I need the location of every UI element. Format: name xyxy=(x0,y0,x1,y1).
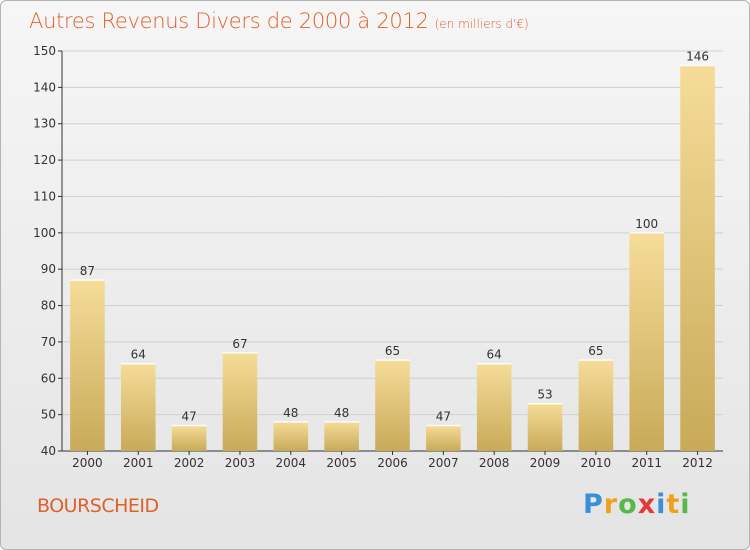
data-label: 64 xyxy=(131,348,146,362)
x-tick-label: 2004 xyxy=(276,456,307,470)
bar xyxy=(375,360,410,451)
y-tick-label: 120 xyxy=(33,153,56,167)
bar xyxy=(273,421,309,451)
y-tick-label: 80 xyxy=(41,299,56,313)
x-tick-label: 2000 xyxy=(72,456,103,470)
y-tick-label: 150 xyxy=(33,44,56,58)
logo-letter: i xyxy=(656,489,667,520)
data-label: 65 xyxy=(385,344,400,358)
x-tick-label: 2001 xyxy=(123,456,154,470)
bar xyxy=(578,360,614,451)
data-label: 146 xyxy=(686,50,709,64)
data-label: 87 xyxy=(80,264,95,278)
chart-subtitle: (en milliers d'€) xyxy=(434,17,529,31)
data-label: 64 xyxy=(487,348,502,362)
logo-letter: o xyxy=(618,489,638,520)
proxiti-logo: Proxiti xyxy=(583,489,691,520)
data-label: 47 xyxy=(436,410,451,424)
x-tick-label: 2012 xyxy=(682,456,713,470)
y-tick-label: 90 xyxy=(41,262,56,276)
y-tick-label: 70 xyxy=(41,335,56,349)
bar xyxy=(324,421,359,451)
data-label: 47 xyxy=(181,410,196,424)
y-tick-label: 110 xyxy=(33,189,56,203)
logo-letter: r xyxy=(603,489,619,520)
chart-title: Autres Revenus Divers de 2000 à 2012 (en … xyxy=(29,9,529,33)
x-tick-label: 2011 xyxy=(631,456,662,470)
logo-letter: P xyxy=(583,489,604,520)
x-tick-label: 2006 xyxy=(377,456,408,470)
y-tick-label: 60 xyxy=(41,371,56,385)
x-tick-label: 2005 xyxy=(326,456,357,470)
bar xyxy=(476,363,512,451)
data-label: 100 xyxy=(635,217,658,231)
x-tick-label: 2003 xyxy=(225,456,256,470)
bar xyxy=(680,65,715,451)
bar xyxy=(70,280,105,451)
data-label: 48 xyxy=(283,406,298,420)
y-tick-label: 140 xyxy=(33,80,56,94)
x-tick-label: 2008 xyxy=(479,456,510,470)
bar xyxy=(171,425,207,451)
chart-title-text: Autres Revenus Divers de 2000 à 2012 xyxy=(29,9,429,33)
y-tick-label: 40 xyxy=(41,444,56,458)
bar xyxy=(527,403,563,451)
logo-letter: x xyxy=(637,489,657,520)
y-tick-label: 130 xyxy=(33,117,56,131)
bar xyxy=(629,232,665,451)
x-tick-label: 2009 xyxy=(530,456,561,470)
logo-letter: t xyxy=(666,489,681,520)
x-tick-label: 2007 xyxy=(428,456,459,470)
y-tick-label: 50 xyxy=(41,408,56,422)
bar xyxy=(120,363,156,451)
x-tick-label: 2010 xyxy=(581,456,612,470)
data-label: 65 xyxy=(588,344,603,358)
y-tick-label: 100 xyxy=(33,226,56,240)
x-tick-label: 2002 xyxy=(174,456,205,470)
bar xyxy=(426,425,461,451)
bar xyxy=(222,352,258,451)
logo-letter: i xyxy=(680,489,691,520)
commune-name: BOURSCHEID xyxy=(37,495,159,517)
data-label: 53 xyxy=(537,388,552,402)
data-label: 48 xyxy=(334,406,349,420)
data-label: 67 xyxy=(232,337,247,351)
